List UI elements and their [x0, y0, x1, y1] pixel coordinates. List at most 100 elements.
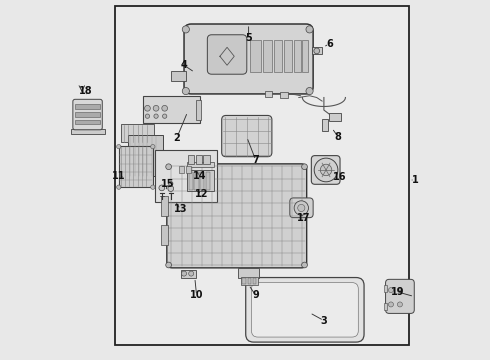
Bar — [206, 172, 210, 190]
Bar — [285, 40, 292, 72]
Bar — [274, 40, 282, 72]
Text: 4: 4 — [181, 60, 187, 70]
Bar — [115, 6, 409, 345]
Circle shape — [151, 144, 155, 149]
Bar — [195, 172, 199, 190]
Circle shape — [153, 105, 159, 111]
Circle shape — [397, 288, 402, 293]
Bar — [161, 225, 168, 244]
Circle shape — [154, 114, 158, 118]
Text: 10: 10 — [190, 291, 203, 301]
Circle shape — [302, 164, 307, 170]
Text: 11: 11 — [112, 171, 125, 181]
Text: 13: 13 — [173, 204, 187, 215]
Bar — [384, 285, 388, 292]
Circle shape — [314, 48, 319, 54]
Text: 2: 2 — [173, 133, 180, 143]
Circle shape — [169, 181, 173, 186]
FancyBboxPatch shape — [245, 278, 364, 342]
Circle shape — [162, 105, 168, 111]
Text: 19: 19 — [391, 287, 404, 297]
Bar — [294, 40, 300, 72]
Text: 17: 17 — [297, 213, 311, 222]
Bar — [329, 113, 341, 121]
Bar — [252, 278, 256, 284]
Bar — [187, 170, 214, 192]
Bar — [322, 119, 328, 131]
Circle shape — [397, 302, 402, 307]
Bar — [280, 92, 288, 98]
Circle shape — [306, 26, 313, 33]
Bar — [181, 270, 196, 278]
FancyBboxPatch shape — [311, 156, 340, 184]
Circle shape — [389, 288, 393, 293]
Text: 14: 14 — [194, 171, 207, 181]
Circle shape — [145, 105, 150, 111]
Bar — [265, 91, 272, 97]
Bar — [203, 155, 210, 164]
Bar — [250, 40, 261, 72]
Bar — [187, 162, 214, 167]
Circle shape — [151, 185, 155, 189]
Bar — [172, 71, 186, 81]
FancyBboxPatch shape — [207, 35, 247, 74]
FancyBboxPatch shape — [251, 283, 358, 337]
Circle shape — [166, 164, 171, 170]
Text: 7: 7 — [252, 155, 259, 165]
Circle shape — [182, 87, 190, 95]
FancyBboxPatch shape — [167, 164, 307, 268]
Text: 18: 18 — [78, 86, 92, 96]
Circle shape — [146, 114, 149, 118]
FancyBboxPatch shape — [184, 24, 313, 94]
Bar — [122, 125, 153, 142]
Circle shape — [181, 271, 187, 276]
Text: 3: 3 — [320, 316, 327, 325]
Circle shape — [302, 262, 307, 268]
Text: 5: 5 — [245, 33, 252, 43]
Bar — [384, 303, 388, 310]
Circle shape — [117, 185, 121, 189]
Bar — [263, 40, 272, 72]
Bar — [179, 166, 184, 173]
Bar — [128, 135, 163, 176]
Bar — [302, 40, 308, 72]
Circle shape — [389, 302, 393, 307]
Circle shape — [298, 204, 305, 212]
Text: 1: 1 — [412, 175, 418, 185]
Bar — [155, 149, 218, 202]
Bar — [196, 155, 202, 164]
FancyBboxPatch shape — [221, 116, 272, 157]
Bar — [188, 155, 194, 164]
Bar — [186, 166, 191, 173]
Circle shape — [166, 262, 171, 268]
Circle shape — [159, 185, 165, 191]
Bar — [196, 100, 201, 120]
Bar — [161, 196, 168, 216]
Bar — [71, 129, 105, 134]
Text: 16: 16 — [333, 172, 347, 182]
Circle shape — [306, 87, 313, 95]
Bar — [74, 112, 100, 117]
Circle shape — [314, 158, 338, 182]
Text: 6: 6 — [326, 39, 333, 49]
Circle shape — [182, 26, 190, 33]
FancyBboxPatch shape — [290, 198, 313, 218]
Text: 15: 15 — [161, 179, 174, 189]
FancyBboxPatch shape — [73, 99, 102, 130]
Bar — [243, 278, 246, 284]
Bar — [143, 96, 200, 123]
Circle shape — [117, 144, 121, 149]
Bar — [189, 172, 193, 190]
Text: 9: 9 — [252, 291, 259, 301]
Text: 8: 8 — [335, 132, 342, 142]
Circle shape — [189, 271, 194, 276]
Bar — [312, 46, 322, 54]
Circle shape — [294, 201, 309, 215]
Bar — [200, 172, 204, 190]
Bar — [74, 104, 100, 109]
Bar — [242, 277, 258, 285]
FancyBboxPatch shape — [386, 279, 414, 314]
Circle shape — [163, 114, 167, 118]
Bar — [238, 267, 259, 278]
Circle shape — [320, 164, 332, 176]
